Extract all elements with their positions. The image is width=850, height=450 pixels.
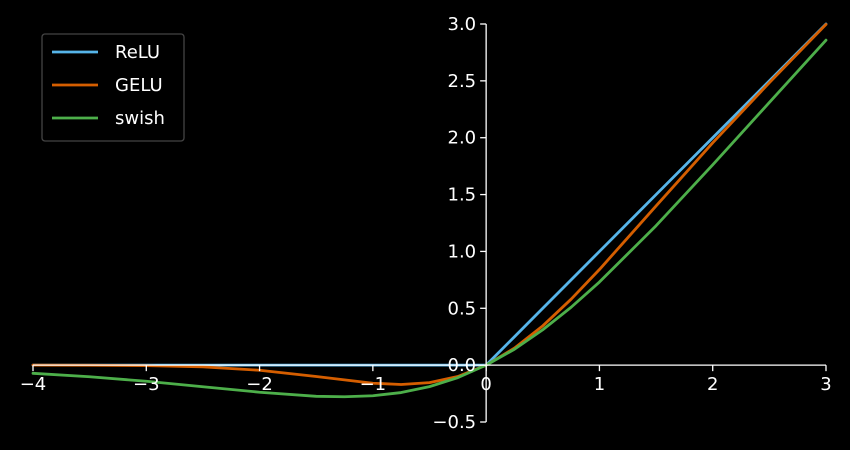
legend-label-swish: swish xyxy=(115,108,165,129)
x-tick-label: −1 xyxy=(360,374,387,395)
x-tick-label: 0 xyxy=(480,374,491,395)
legend-label-gelu: GELU xyxy=(115,75,163,96)
legend-frame xyxy=(41,33,185,142)
x-tick-label: 3 xyxy=(820,374,831,395)
y-tick-label: 3.0 xyxy=(448,14,477,35)
y-tick-label: 1.0 xyxy=(448,241,477,262)
series-line-swish xyxy=(31,38,828,399)
x-tick-label: 2 xyxy=(707,374,718,395)
legend: ReLU GELU swish xyxy=(41,33,185,142)
axes-layer: −4 −3 −2 −1 0 1 2 3 −0.5 0.0 0.5 1.0 1.5 2.0 2.5 3.0 xyxy=(20,14,832,433)
y-tick-label: 0.0 xyxy=(448,355,477,376)
y-tick-label: −0.5 xyxy=(432,412,476,433)
y-tick-label: 2.5 xyxy=(448,71,477,92)
y-tick-label: 2.0 xyxy=(448,128,477,149)
y-tick-label: 1.5 xyxy=(448,185,477,206)
x-tick-label: −4 xyxy=(20,374,47,395)
x-tick-label: −3 xyxy=(133,374,160,395)
legend-label-relu: ReLU xyxy=(115,42,160,63)
x-tick-label: −2 xyxy=(246,374,273,395)
x-tick-label: 1 xyxy=(594,374,605,395)
y-tick-label: 0.5 xyxy=(448,298,477,319)
